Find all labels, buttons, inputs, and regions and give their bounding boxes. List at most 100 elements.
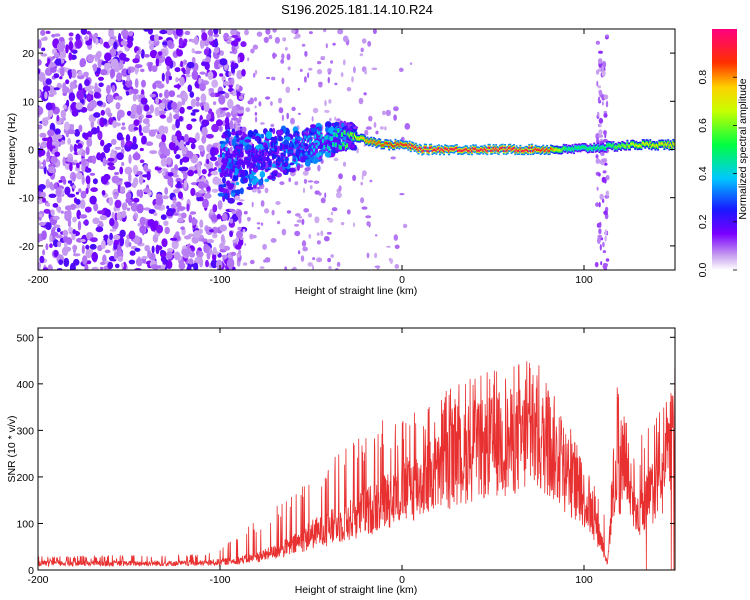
ridge-core (287, 151, 290, 155)
ridge-core (395, 143, 398, 147)
heatmap-cell (100, 69, 108, 76)
heatmap-cell (346, 87, 352, 92)
ridge-core (655, 144, 658, 147)
ridge-core (597, 145, 600, 148)
colorbar-scale (712, 29, 737, 270)
heatmap-cell (286, 112, 290, 120)
ridge-core (244, 159, 247, 162)
heatmap-cell (185, 70, 191, 75)
heatmap-cell (274, 36, 280, 44)
heatmap-cell (53, 249, 59, 258)
heatmap-cell (236, 230, 243, 239)
heatmap-cell (238, 199, 245, 202)
heatmap-cell (291, 106, 296, 112)
heatmap-cell (327, 76, 330, 84)
snr-y-axis-label: SNR (10 * v/v) (6, 415, 18, 482)
heatmap-cell (90, 237, 98, 243)
heatmap-cell (125, 78, 133, 88)
heatmap-cell (258, 179, 263, 186)
heatmap-cell (598, 129, 603, 135)
ridge-core (392, 145, 394, 148)
ridge-core (516, 149, 519, 153)
heatmap-cell (271, 173, 276, 180)
heatmap-cell (158, 102, 166, 111)
heatmap-cell (219, 140, 224, 145)
heatmap-cell (181, 146, 188, 152)
ridge-core (321, 139, 324, 143)
heatmap-cell (328, 126, 336, 134)
heatmap-cell (371, 67, 378, 71)
heatmap-cell (193, 230, 201, 239)
heatmap-cell (133, 126, 139, 131)
heatmap-cell (374, 234, 378, 237)
heatmap-cell (116, 152, 124, 161)
heatmap-cell (128, 242, 132, 247)
ridge-core (283, 152, 286, 155)
heatmap-cell (104, 52, 112, 62)
heatmap-cell (325, 43, 328, 49)
ridge-core (594, 147, 597, 150)
ridge-core (414, 145, 417, 148)
heatmap-cell (77, 143, 83, 149)
heatmap-cell (52, 215, 60, 221)
ridge-core (551, 147, 554, 151)
heatmap-cell (99, 266, 104, 270)
ridge-core (477, 149, 480, 152)
heatmap-cell (69, 262, 76, 270)
ridge-core (530, 146, 533, 149)
heatmap-cell (234, 195, 241, 201)
ridge-core (590, 147, 593, 151)
heatmap-cell (342, 59, 346, 66)
ridge-core (220, 152, 222, 155)
ridge-core (256, 156, 259, 160)
heatmap-cell (103, 41, 109, 48)
ridge-core (417, 149, 420, 152)
y-tick-label: 0 (28, 145, 34, 157)
heatmap-cell (240, 136, 245, 141)
heatmap-cell (197, 181, 206, 190)
ridge-core (418, 146, 421, 149)
heatmap-cell (166, 40, 173, 46)
heatmap-cell (205, 259, 209, 268)
heatmap-cell (211, 123, 220, 133)
heatmap-cell (186, 61, 195, 69)
heatmap-cell (279, 181, 285, 186)
ridge-core (263, 163, 266, 166)
heatmap-cell (127, 68, 131, 75)
heatmap-cell (292, 266, 297, 270)
heatmap-cell (82, 255, 88, 265)
heatmap-cell (272, 52, 276, 59)
heatmap-cell (605, 34, 609, 38)
heatmap-cell (366, 221, 371, 227)
ridge-core (527, 149, 529, 153)
heatmap-cell (216, 108, 221, 119)
heatmap-cell (353, 66, 356, 74)
heatmap-cell (294, 181, 299, 186)
x-tick-label: 100 (575, 574, 593, 586)
ridge-core (511, 147, 514, 151)
heatmap-cell (296, 163, 300, 171)
ridge-core (518, 149, 521, 153)
heatmap-cell (121, 161, 125, 167)
heatmap-cell (174, 67, 181, 73)
heatmap-cell (111, 58, 119, 69)
heatmap-cell (75, 39, 83, 49)
ridge-core (347, 132, 350, 136)
heatmap-cell (107, 165, 116, 171)
heatmap-cell (58, 138, 62, 142)
heatmap-cell (219, 73, 224, 77)
heatmap-cell (247, 57, 250, 62)
ridge-core (357, 137, 360, 140)
heatmap-cell (193, 262, 199, 270)
ridge-core (397, 142, 400, 146)
heatmap-cell (307, 180, 314, 183)
heatmap-cell (263, 36, 269, 44)
heatmap-cell (137, 223, 141, 227)
heatmap-cell (128, 259, 136, 265)
heatmap-cell (71, 172, 76, 182)
ridge-core (385, 142, 388, 145)
heatmap-cell (42, 159, 47, 168)
heatmap-cell (129, 250, 136, 256)
ridge-core (491, 149, 494, 152)
heatmap-cell (595, 202, 600, 207)
